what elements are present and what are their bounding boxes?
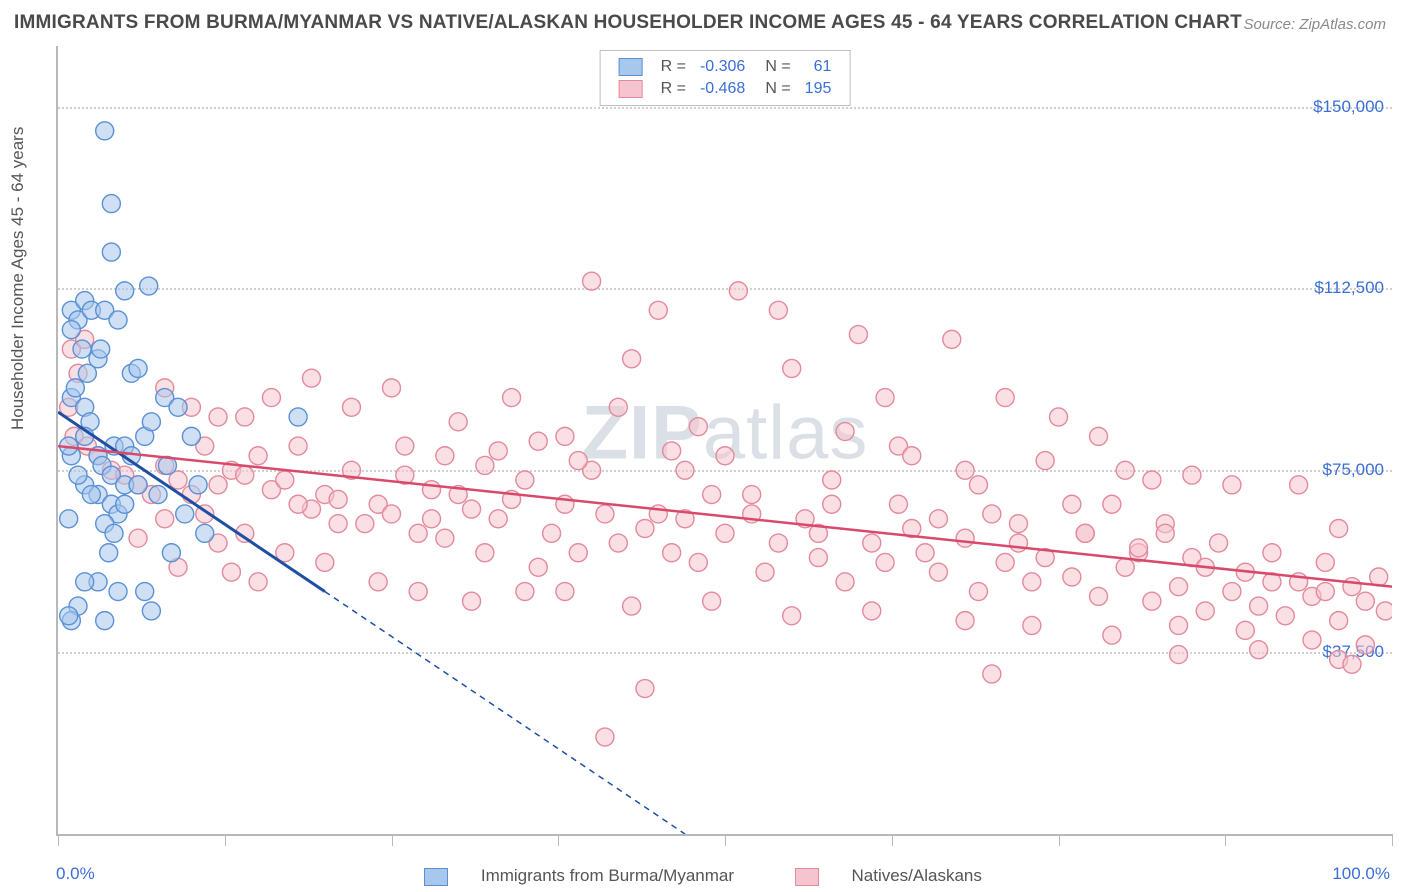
chart-plot-area: ZIPatlas R =-0.306 N =61 R =-0.468 N =19…	[56, 46, 1392, 836]
legend-row-series1: R =-0.306 N =61	[613, 57, 838, 77]
legend-bottom: Immigrants from Burma/Myanmar Natives/Al…	[0, 866, 1406, 886]
y-axis-label: Householder Income Ages 45 - 64 years	[8, 127, 28, 430]
legend-swatch-pink-icon	[795, 868, 819, 886]
legend-row-series2: R =-0.468 N =195	[613, 79, 838, 99]
legend-stats-box: R =-0.306 N =61 R =-0.468 N =195	[600, 50, 851, 106]
scatter-plot-svg	[58, 46, 1392, 834]
legend-swatch-blue-icon	[424, 868, 448, 886]
source-label: Source: ZipAtlas.com	[1243, 16, 1386, 33]
legend-swatch-blue	[619, 58, 643, 76]
legend-swatch-pink	[619, 80, 643, 98]
chart-title: IMMIGRANTS FROM BURMA/MYANMAR VS NATIVE/…	[14, 12, 1242, 34]
